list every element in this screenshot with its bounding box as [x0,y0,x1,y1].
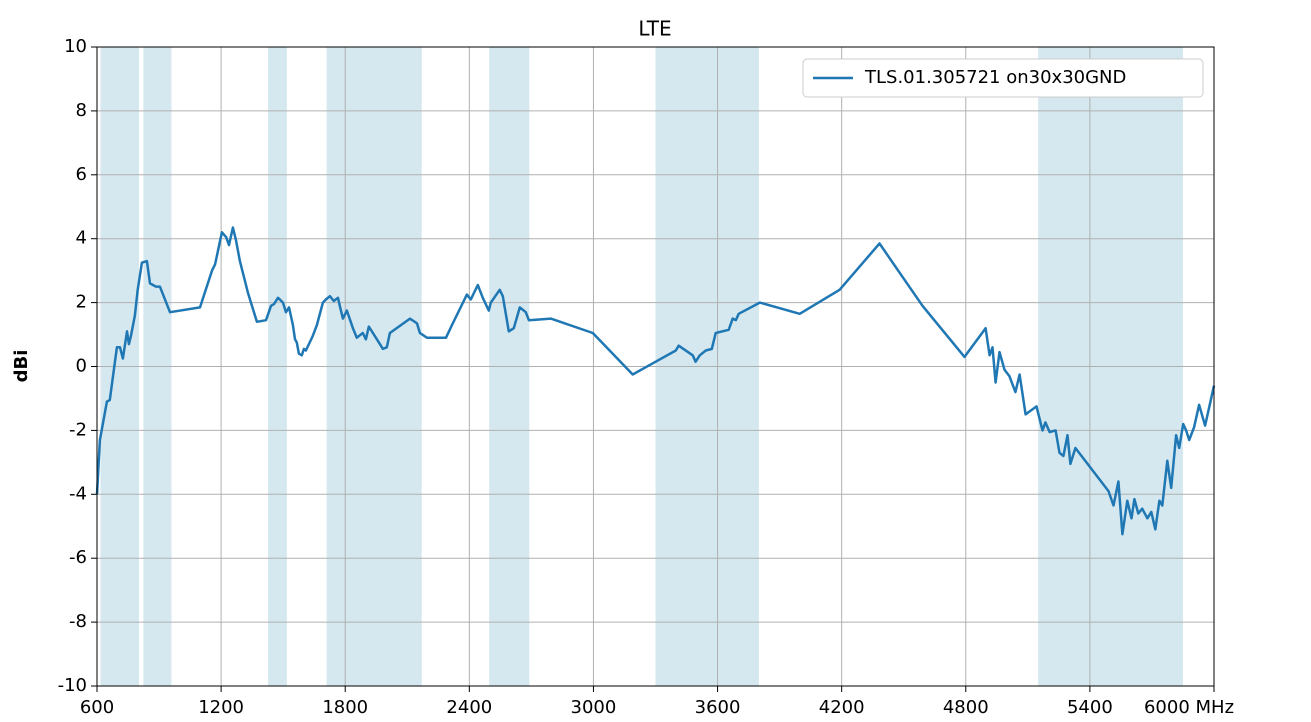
chart-title: LTE [638,17,671,41]
y-axis-label: dBi [11,350,32,383]
x-tick-label: 5400 [1067,697,1113,718]
y-tick-label: -2 [69,419,87,440]
legend-box [802,58,1204,98]
x-tick-label: 3600 [695,697,741,718]
legend-label: TLS.01.305721 on30x30GND [864,67,1126,88]
x-tick-label: 4200 [819,697,865,718]
y-tick-label: -8 [69,611,87,632]
y-tick-label: 0 [76,356,87,377]
y-tick-label: 10 [64,36,87,57]
x-tick-label: 1200 [198,697,244,718]
y-tick-label: 4 [76,228,87,249]
x-tick-label: 3000 [571,697,617,718]
y-tick-label: 8 [76,100,87,121]
x-tick-label: 600 [80,697,114,718]
data-line [95,226,1216,536]
y-tick-label: -10 [58,675,87,696]
y-tick-label: 2 [76,292,87,313]
plot-frame [96,46,1215,687]
y-tick-label: -4 [69,483,87,504]
x-tick-label: 1800 [322,697,368,718]
y-tick-label: -6 [69,547,87,568]
y-tick-label: 6 [76,164,87,185]
x-tick-label: 6000 MHz [1144,697,1234,718]
x-tick-label: 4800 [943,697,989,718]
x-tick-label: 2400 [446,697,492,718]
